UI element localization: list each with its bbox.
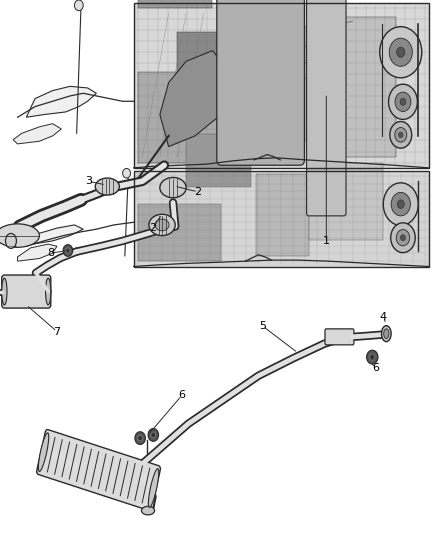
Circle shape <box>396 230 410 246</box>
Bar <box>138 0 212 8</box>
Circle shape <box>391 192 410 216</box>
Polygon shape <box>18 244 57 261</box>
Circle shape <box>395 127 407 142</box>
Text: 8: 8 <box>47 248 54 258</box>
Ellipse shape <box>95 178 119 195</box>
Ellipse shape <box>155 219 169 231</box>
FancyBboxPatch shape <box>307 0 346 216</box>
Ellipse shape <box>160 177 186 198</box>
FancyBboxPatch shape <box>217 0 304 165</box>
Ellipse shape <box>221 53 265 96</box>
FancyBboxPatch shape <box>37 430 160 511</box>
Bar <box>134 171 429 266</box>
Text: 6: 6 <box>178 391 185 400</box>
Circle shape <box>399 132 403 138</box>
Bar <box>186 134 251 187</box>
Circle shape <box>400 98 406 106</box>
Circle shape <box>389 38 412 66</box>
Text: 7: 7 <box>53 327 60 336</box>
Text: 6: 6 <box>372 363 379 373</box>
Ellipse shape <box>148 469 159 507</box>
Circle shape <box>151 432 155 438</box>
Bar <box>138 71 227 163</box>
Circle shape <box>63 245 73 256</box>
Circle shape <box>66 248 70 253</box>
Bar <box>309 163 383 240</box>
Polygon shape <box>13 124 61 144</box>
Ellipse shape <box>384 329 389 338</box>
Text: 2: 2 <box>149 223 156 233</box>
Bar <box>134 3 429 168</box>
Polygon shape <box>160 51 230 147</box>
Ellipse shape <box>2 278 7 305</box>
Circle shape <box>391 223 415 253</box>
Circle shape <box>395 92 411 111</box>
Circle shape <box>138 435 142 441</box>
Circle shape <box>400 235 406 241</box>
Text: 2: 2 <box>194 187 201 197</box>
Circle shape <box>383 183 418 225</box>
FancyBboxPatch shape <box>2 275 51 308</box>
Ellipse shape <box>381 326 391 342</box>
Ellipse shape <box>5 233 17 248</box>
Circle shape <box>397 200 404 208</box>
Text: 4: 4 <box>380 312 387 322</box>
Text: 3: 3 <box>85 176 92 186</box>
Circle shape <box>390 122 412 148</box>
Ellipse shape <box>39 433 49 472</box>
Ellipse shape <box>149 214 175 236</box>
Bar <box>243 26 332 141</box>
Circle shape <box>367 350 378 364</box>
Circle shape <box>370 354 375 360</box>
Circle shape <box>74 0 83 11</box>
Ellipse shape <box>141 506 155 515</box>
Bar <box>138 204 221 261</box>
Ellipse shape <box>0 224 39 247</box>
Bar <box>177 32 237 115</box>
FancyBboxPatch shape <box>325 329 354 345</box>
Ellipse shape <box>46 278 51 305</box>
Polygon shape <box>26 225 83 245</box>
Bar <box>256 174 309 256</box>
Circle shape <box>389 84 417 119</box>
Circle shape <box>380 27 422 78</box>
Polygon shape <box>26 86 96 117</box>
Circle shape <box>123 168 131 178</box>
Circle shape <box>148 429 159 441</box>
Bar <box>331 17 396 157</box>
Bar <box>134 171 429 266</box>
Bar <box>134 3 429 168</box>
Text: 1: 1 <box>323 236 330 246</box>
Circle shape <box>396 47 405 58</box>
Text: 5: 5 <box>259 321 266 331</box>
Circle shape <box>135 432 145 445</box>
